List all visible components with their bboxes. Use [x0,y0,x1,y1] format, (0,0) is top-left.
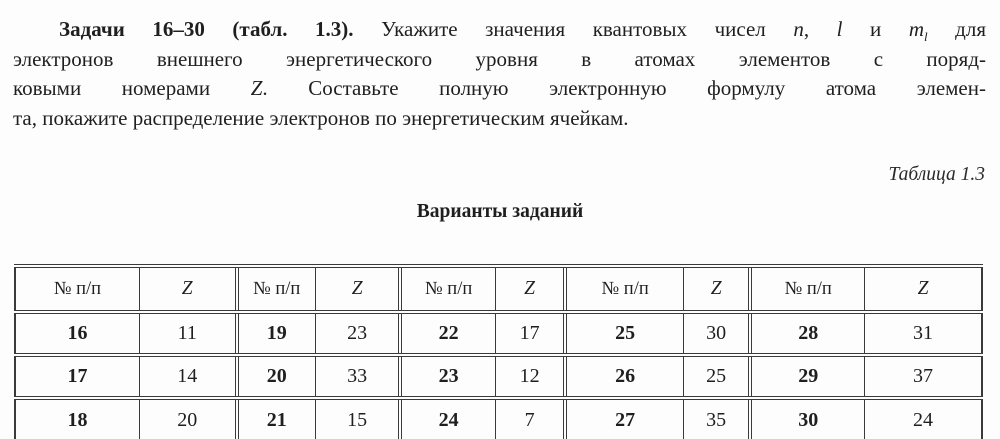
task-number-cell: 23 [398,354,496,400]
statement-text: Укажите значения квантовых чисел [353,17,794,41]
quantum-number-n: n [793,17,804,41]
task-number-cell: 19 [234,311,316,357]
z-value-cell: 12 [494,354,566,400]
z-value-cell: 31 [864,311,984,357]
col-header-num: № п/п [234,264,316,314]
col-header-num: № п/п [748,264,866,314]
statement-text: для [927,17,987,41]
z-value-cell: 37 [864,354,984,400]
task-number-cell: 29 [748,354,866,400]
z-value-cell: 7 [494,397,566,439]
task-number-cell: 24 [398,397,496,439]
col-header-num: № п/п [563,264,685,314]
paragraph-line-3: ковыми номерами Z. Составьте полную элек… [13,74,986,104]
z-value-cell: 24 [864,397,984,439]
quantum-number-l: l [836,17,843,41]
atomic-number-symbol: Z [250,76,263,100]
task-number-cell: 30 [748,397,866,439]
col-header-num: № п/п [13,264,140,314]
z-value-cell: 15 [314,397,401,439]
z-value-cell: 33 [314,354,401,400]
task-number-cell: 27 [563,397,685,439]
table-row: 16 11 19 23 22 17 25 30 28 31 [13,311,984,357]
quantum-number-m-subscript: l [924,29,928,45]
statement-text: и [842,17,909,41]
z-value-cell: 25 [683,354,751,400]
table-row: 17 14 20 33 23 12 26 25 29 37 [13,354,984,400]
z-value-cell: 11 [138,311,238,357]
table-caption: Таблица 1.3 [888,164,985,185]
z-value-cell: 35 [683,397,751,439]
paragraph-line-2: электронов внешнего энергетического уров… [13,46,986,71]
table-row: 18 20 21 15 24 7 27 35 30 24 [13,397,984,439]
task-number-cell: 20 [234,354,316,400]
task-number-cell: 28 [748,311,866,357]
problem-range-lead: Задачи 16–30 (табл. 1.3). [59,17,354,41]
task-number-cell: 17 [13,354,140,400]
statement-text: ковыми номерами [13,76,251,100]
variants-table: № п/п Z № п/п Z № п/п Z № п/п Z № п/п Z … [13,264,984,439]
statement-text: . Составьте полную электронную формулу а… [262,76,986,100]
statement-text: , [803,17,837,41]
task-number-cell: 18 [13,397,140,439]
z-value-cell: 30 [683,311,751,357]
col-header-z: Z [494,264,566,314]
z-value-cell: 14 [138,354,238,400]
task-number-cell: 16 [13,311,140,357]
quantum-number-m: m [908,17,924,41]
task-number-cell: 21 [234,397,316,439]
z-value-cell: 20 [138,397,238,439]
paragraph-line-1: Задачи 16–30 (табл. 1.3). Укажите значен… [13,15,986,45]
section-title: Варианты заданий [416,201,584,222]
task-number-cell: 26 [563,354,685,400]
table-header-row: № п/п Z № п/п Z № п/п Z № п/п Z № п/п Z [13,264,984,314]
z-value-cell: 23 [314,311,401,357]
col-header-z: Z [683,264,751,314]
col-header-z: Z [138,264,238,314]
task-number-cell: 25 [563,311,685,357]
col-header-z: Z [314,264,401,314]
problem-statement: Задачи 16–30 (табл. 1.3). Укажите значен… [13,15,986,133]
z-value-cell: 17 [494,311,566,357]
col-header-z: Z [864,264,984,314]
textbook-page: Задачи 16–30 (табл. 1.3). Укажите значен… [0,15,1000,439]
col-header-num: № п/п [398,264,496,314]
task-number-cell: 22 [398,311,496,357]
paragraph-line-4: та, покажите распределение электронов по… [13,105,629,130]
